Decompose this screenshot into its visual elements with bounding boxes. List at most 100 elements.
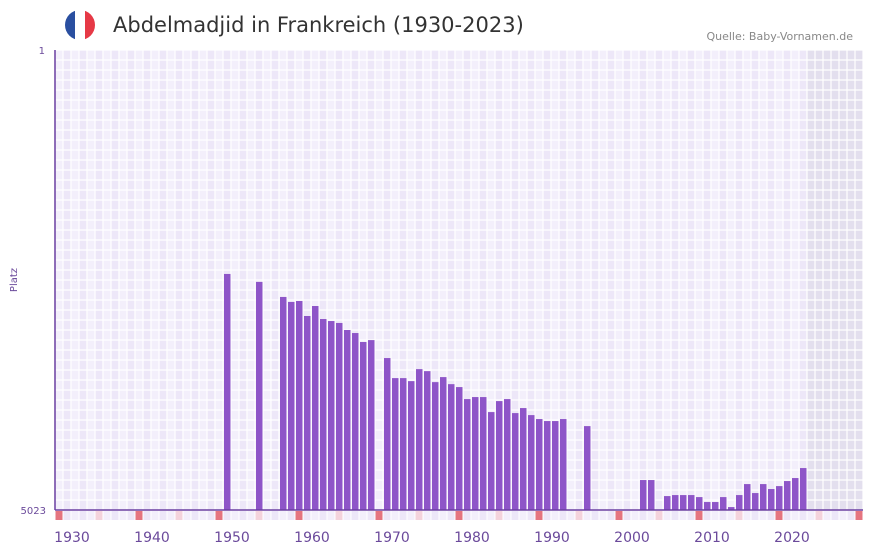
bar-1967[interactable] <box>352 333 359 510</box>
year-marker <box>591 511 599 520</box>
bar-1979[interactable] <box>448 384 455 510</box>
bar-2003[interactable] <box>640 480 647 510</box>
year-marker <box>231 511 239 520</box>
bar-1962[interactable] <box>312 306 319 510</box>
bar-1981[interactable] <box>464 399 471 510</box>
bar-2014[interactable] <box>728 507 735 510</box>
bar-1965[interactable] <box>336 322 343 510</box>
source-credit: Quelle: Baby-Vornamen.de <box>706 30 853 43</box>
bar-1958[interactable] <box>280 296 287 510</box>
year-marker <box>479 511 487 520</box>
bar-2021[interactable] <box>784 481 791 510</box>
bar-1993[interactable] <box>560 419 567 510</box>
bar-2018[interactable] <box>760 484 767 510</box>
bar-1985[interactable] <box>496 401 503 510</box>
bar-1978[interactable] <box>440 377 447 510</box>
bar-2023[interactable] <box>800 468 807 510</box>
bar-1982[interactable] <box>472 397 479 510</box>
year-marker <box>103 511 111 520</box>
bar-1968[interactable] <box>360 342 367 510</box>
year-marker <box>95 511 103 520</box>
year-marker <box>199 511 207 520</box>
bar-1975[interactable] <box>416 369 423 510</box>
bar-1976[interactable] <box>424 371 431 510</box>
year-marker <box>279 511 287 520</box>
bar-1980[interactable] <box>456 387 463 510</box>
year-marker <box>335 511 343 520</box>
bar-1974[interactable] <box>408 381 415 510</box>
bar-1996[interactable] <box>584 426 591 510</box>
year-marker <box>439 511 447 520</box>
bar-1971[interactable] <box>384 358 391 510</box>
year-marker <box>311 511 319 520</box>
year-marker <box>687 511 695 520</box>
bar-2020[interactable] <box>776 486 783 510</box>
year-marker <box>671 511 679 520</box>
x-tick-label: 1940 <box>134 530 170 546</box>
year-marker <box>287 511 295 520</box>
year-marker <box>663 511 671 520</box>
bar-1969[interactable] <box>368 340 375 510</box>
bar-1989[interactable] <box>528 415 535 510</box>
bar-2004[interactable] <box>648 480 655 510</box>
bar-1966[interactable] <box>344 330 351 510</box>
year-marker <box>343 511 351 520</box>
year-marker <box>711 511 719 520</box>
bar-1959[interactable] <box>288 301 295 510</box>
year-marker <box>159 511 167 520</box>
year-marker <box>87 511 95 520</box>
bar-2017[interactable] <box>752 493 759 510</box>
year-marker <box>703 511 711 520</box>
year-marker <box>759 511 767 520</box>
bar-1983[interactable] <box>480 397 487 510</box>
year-marker <box>431 511 439 520</box>
bar-1955[interactable] <box>256 281 263 510</box>
year-marker <box>679 511 687 520</box>
bar-2011[interactable] <box>704 502 711 510</box>
bar-2022[interactable] <box>792 478 799 510</box>
bar-2008[interactable] <box>680 495 687 510</box>
bar-1964[interactable] <box>328 321 335 510</box>
bar-1972[interactable] <box>392 378 399 510</box>
bar-2006[interactable] <box>664 496 671 510</box>
bar-1990[interactable] <box>536 419 543 510</box>
year-markers <box>55 511 863 520</box>
bar-1973[interactable] <box>400 378 407 510</box>
year-marker <box>567 511 575 520</box>
bar-1960[interactable] <box>296 300 303 510</box>
year-marker <box>247 511 255 520</box>
bar-2016[interactable] <box>744 484 751 510</box>
bar-1987[interactable] <box>512 413 519 510</box>
bar-1984[interactable] <box>488 412 495 510</box>
bar-1951[interactable] <box>224 273 231 510</box>
x-tick-label: 2010 <box>694 530 730 546</box>
bar-2015[interactable] <box>736 495 743 510</box>
bar-1992[interactable] <box>552 421 559 510</box>
year-marker <box>727 511 735 520</box>
year-marker <box>575 511 583 520</box>
bar-2012[interactable] <box>712 502 719 510</box>
bar-1963[interactable] <box>320 319 327 510</box>
bar-2009[interactable] <box>688 495 695 510</box>
bar-2010[interactable] <box>696 497 703 510</box>
year-marker <box>735 511 743 520</box>
year-marker <box>127 511 135 520</box>
year-marker <box>71 511 79 520</box>
bars <box>224 273 807 510</box>
bar-2007[interactable] <box>672 495 679 510</box>
year-marker <box>799 511 807 520</box>
year-marker <box>527 511 535 520</box>
bar-1986[interactable] <box>504 399 511 510</box>
year-marker <box>463 511 471 520</box>
year-marker <box>271 511 279 520</box>
chart-title: Abdelmadjid in Frankreich (1930-2023) <box>113 13 524 37</box>
bar-1977[interactable] <box>432 382 439 510</box>
bar-1961[interactable] <box>304 315 311 510</box>
bar-1988[interactable] <box>520 408 527 510</box>
x-tick-label: 1990 <box>534 530 570 546</box>
bar-1991[interactable] <box>544 421 551 510</box>
bar-2019[interactable] <box>768 489 775 510</box>
bar-2013[interactable] <box>720 497 727 510</box>
year-marker <box>223 511 231 520</box>
